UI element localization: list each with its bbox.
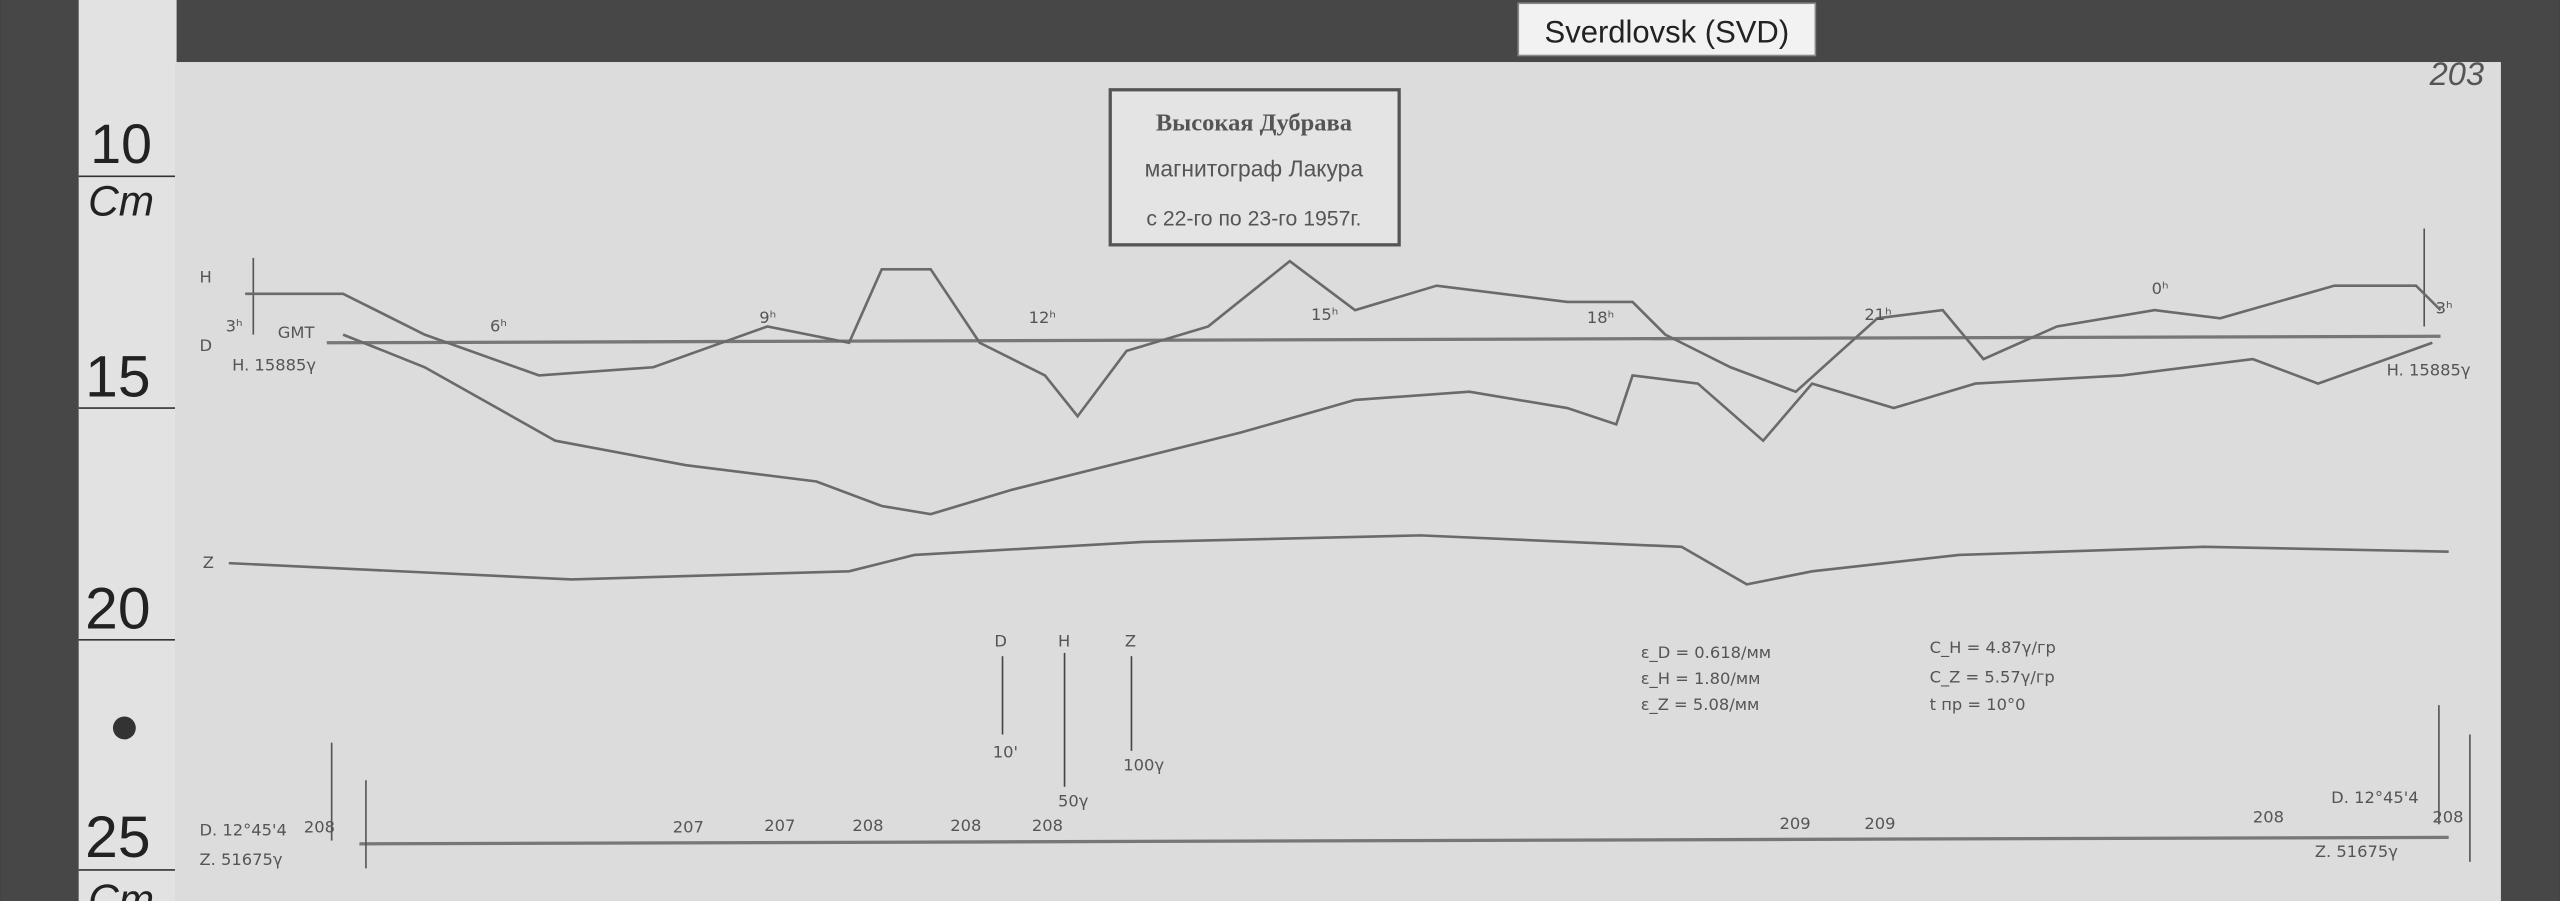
constant: ε_D = 0.618/мм [1641, 643, 1771, 663]
ruler-mark: 20 [85, 576, 150, 641]
hour-label: 3ʰ [2436, 298, 2453, 317]
baseline [326, 334, 2441, 345]
curve-label: D [199, 336, 212, 355]
temperature: 208 [2253, 808, 2284, 827]
hour-label: 9ʰ [759, 308, 776, 327]
scale-bar-size: 100γ [1123, 755, 1164, 774]
bottom-value: D. 12°45'4 [199, 821, 286, 840]
h-trace [342, 333, 2433, 516]
hour-label: 6ʰ [490, 316, 507, 335]
temperature: 209 [1779, 814, 1810, 833]
scale-bar-name: H [1058, 631, 1070, 650]
scale-bar-size: 50γ [1058, 791, 1089, 810]
temperature: 207 [764, 816, 795, 835]
constant: ε_Z = 5.08/мм [1641, 695, 1760, 715]
constant: C_Z = 5.57γ/гр [1930, 667, 2055, 687]
bottom-value: D. 12°45'4 [2331, 788, 2418, 807]
constant: t пр = 10°0 [1930, 695, 2026, 714]
bottom-value: Z. 51675γ [2315, 842, 2398, 861]
bottom-baseline [359, 835, 2449, 846]
curve-label: Z [203, 553, 214, 572]
hour-label: 0ʰ [2152, 279, 2169, 298]
temperature: 208 [1032, 816, 1063, 835]
ruler-mark: 25 [85, 805, 150, 870]
temperature: 208 [304, 817, 335, 836]
hour-label: 3ʰ [226, 316, 243, 335]
stamp-line: Высокая Дубрава [1156, 110, 1352, 137]
constant: C_H = 4.87γ/гр [1930, 638, 2056, 658]
scale-bar-name: Z [1125, 631, 1136, 650]
curve-label: H [199, 267, 211, 286]
gmt-label: GMT [278, 323, 316, 342]
ruler-hole [112, 716, 136, 740]
d-trace [245, 259, 2442, 419]
temperature: 209 [1864, 814, 1895, 833]
ruler-mark: Cm [88, 876, 154, 901]
temperature: 208 [2432, 808, 2463, 827]
station-label-box [1517, 2, 1817, 57]
bottom-value: Z. 51675γ [199, 850, 282, 869]
ruler [78, 0, 177, 901]
page-number: 203 [2429, 55, 2484, 92]
hour-label: 18ʰ [1587, 308, 1614, 327]
hour-label: 12ʰ [1029, 308, 1056, 327]
station-label: Sverdlovsk (SVD) [1545, 14, 1790, 49]
baseline-value: H. 15885γ [232, 356, 316, 375]
temperature: 208 [852, 816, 883, 835]
ruler-mark: 10 [90, 113, 152, 175]
stamp [1108, 88, 1401, 247]
hour-label: 21ʰ [1864, 305, 1891, 324]
hour-label: 15ʰ [1311, 305, 1338, 324]
scale-bar-name: D [994, 631, 1007, 650]
z-trace [228, 534, 2449, 586]
constant: ε_H = 1.80/мм [1641, 669, 1761, 689]
stamp-line: магнитограф Лакура [1145, 155, 1364, 181]
ruler-mark: Cm [88, 177, 154, 224]
baseline-value: H. 15885γ [2387, 360, 2471, 379]
ruler-mark: 15 [85, 345, 150, 410]
temperature: 207 [673, 817, 704, 836]
temperature: 208 [950, 816, 981, 835]
scale-bar-size: 10' [993, 742, 1018, 761]
stamp-line: с 22-го по 23-го 1957г. [1146, 207, 1361, 230]
